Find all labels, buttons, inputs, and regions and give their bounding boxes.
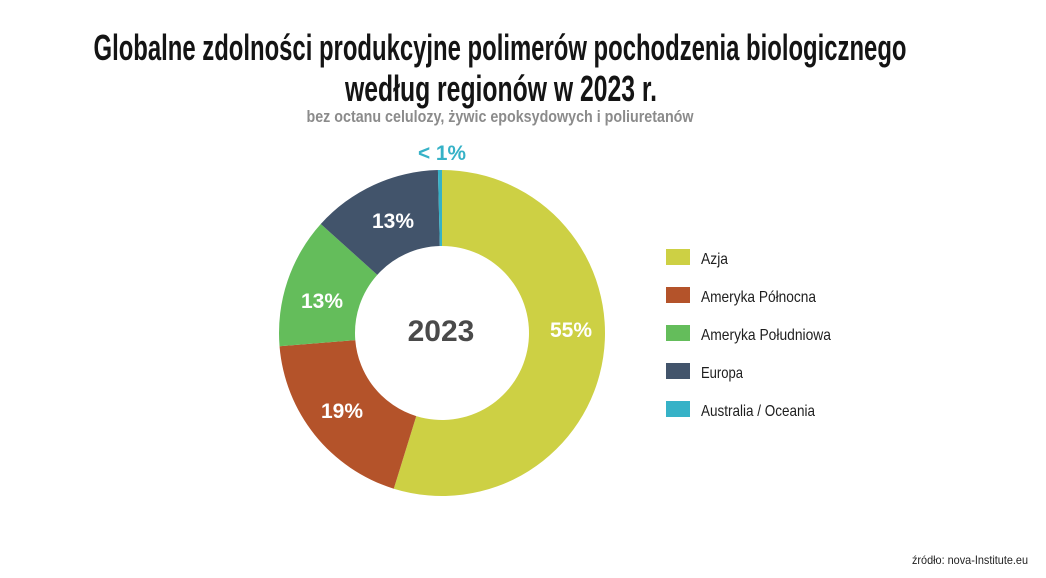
- legend: Azja Ameryka Północna Ameryka Południowa…: [666, 249, 831, 420]
- legend-item-europa: Europa: [666, 363, 743, 382]
- legend-label-ameryka-polnocna: Ameryka Północna: [701, 289, 816, 306]
- legend-swatch-europa: [666, 363, 690, 379]
- source-note: źródło: nova-Institute.eu: [912, 553, 1028, 567]
- donut-center-label: 2023: [408, 315, 475, 348]
- legend-label-australia-oceania: Australia / Oceania: [701, 403, 815, 420]
- legend-swatch-azja: [666, 249, 690, 265]
- donut-segment-europa: [320, 170, 440, 275]
- value-label-europa: 13%: [372, 210, 414, 233]
- legend-item-azja: Azja: [666, 249, 728, 268]
- legend-swatch-australia-oceania: [666, 401, 690, 417]
- legend-item-australia-oceania: Australia / Oceania: [666, 401, 815, 420]
- legend-swatch-ameryka-poludniowa: [666, 325, 690, 341]
- donut-segments: [278, 170, 605, 496]
- chart-title-line-2: według regionów w 2023 r.: [344, 68, 657, 109]
- donut-segment-ameryka-polnocna: [279, 340, 417, 489]
- donut-segment-ameryka-poludniowa: [278, 224, 378, 347]
- value-label-australia-oceania: < 1%: [418, 142, 466, 165]
- donut-segment-australia-oceania: [437, 170, 442, 247]
- value-label-azja: 55%: [550, 319, 592, 342]
- legend-swatch-ameryka-polnocna: [666, 287, 690, 303]
- value-label-ameryka-poludniowa: 13%: [301, 290, 343, 313]
- chart-title-line-1: Globalne zdolności produkcyjne polimerów…: [94, 27, 907, 68]
- value-label-ameryka-polnocna: 19%: [321, 400, 363, 423]
- legend-item-ameryka-poludniowa: Ameryka Południowa: [666, 325, 831, 344]
- chart-subtitle: bez octanu celulozy, żywic epoksydowych …: [307, 107, 695, 126]
- legend-label-europa: Europa: [701, 365, 743, 382]
- legend-label-azja: Azja: [701, 251, 728, 268]
- legend-label-ameryka-poludniowa: Ameryka Południowa: [701, 327, 831, 344]
- donut-segment-azja: [393, 170, 605, 496]
- legend-item-ameryka-polnocna: Ameryka Północna: [666, 287, 816, 306]
